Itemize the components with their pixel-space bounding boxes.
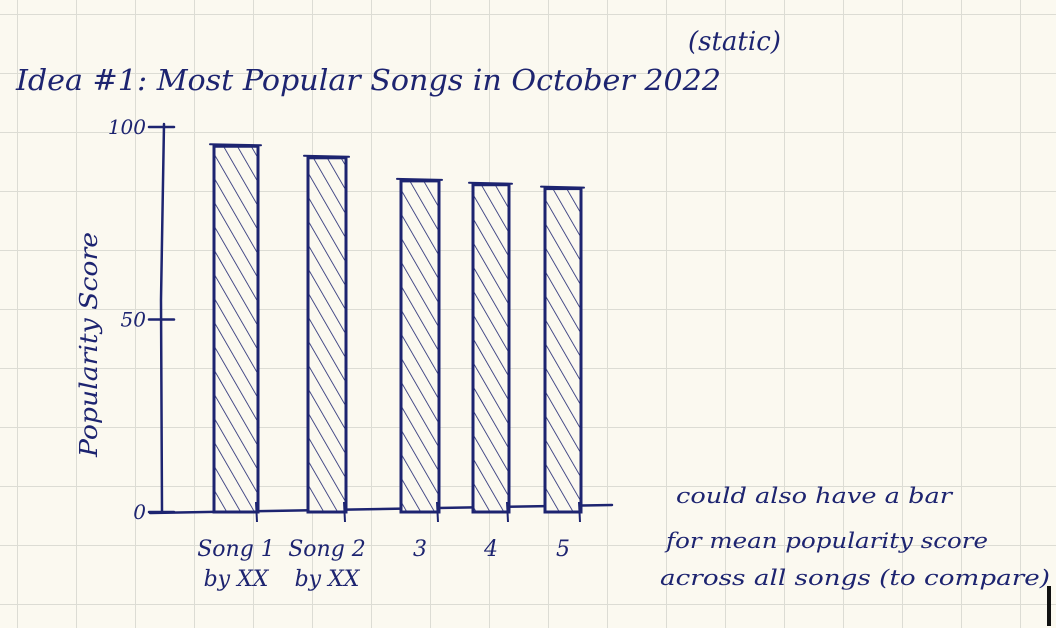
bar — [543, 187, 583, 514]
bar-tail-stroke — [255, 501, 258, 523]
x-tick-labels: Song 1 by XX Song 2 by XX 3 4 5 — [197, 537, 570, 592]
bars — [209, 143, 585, 523]
chart-title: Idea #1: Most Popular Songs in October 2… — [15, 63, 721, 97]
cursor-mark — [1047, 586, 1051, 626]
y-axis-line — [159, 122, 166, 514]
bar-top-stroke — [468, 181, 513, 185]
y-tick-label: 0 — [133, 500, 146, 524]
side-note: could also have a bar for mean popularit… — [660, 484, 1050, 590]
y-tick-label: 100 — [108, 115, 146, 139]
x-tick-label: Song 1 — [197, 537, 275, 562]
chart-subtitle: (static) — [688, 27, 781, 57]
y-axis-label: Popularity Score — [75, 232, 103, 458]
bar-top-stroke — [540, 185, 585, 189]
x-tick-label: 4 — [483, 537, 498, 562]
bar-tail-stroke — [343, 501, 346, 523]
note-line-3: across all songs (to compare) — [660, 566, 1050, 590]
bar-top-stroke — [209, 143, 262, 147]
x-tick-label: by XX — [204, 567, 270, 592]
bar-top-stroke — [396, 177, 443, 181]
note-line-1: could also have a bar — [676, 484, 954, 508]
x-tick-label: by XX — [295, 567, 361, 592]
bar-tail-stroke — [578, 501, 581, 523]
bar-tail-stroke — [436, 501, 439, 523]
y-ticks: 0 50 100 — [108, 115, 176, 524]
bar — [399, 179, 441, 514]
x-tick-label: 5 — [556, 537, 570, 562]
x-tick-label: Song 2 — [288, 537, 366, 562]
y-tick-label: 50 — [121, 308, 147, 332]
note-line-2: for mean popularity score — [664, 529, 988, 553]
x-tick-label: 3 — [413, 537, 427, 562]
bar — [306, 156, 348, 514]
bar-top-stroke — [303, 154, 350, 158]
bar — [471, 183, 511, 514]
bar — [212, 144, 260, 514]
bar-tail-stroke — [506, 501, 509, 523]
